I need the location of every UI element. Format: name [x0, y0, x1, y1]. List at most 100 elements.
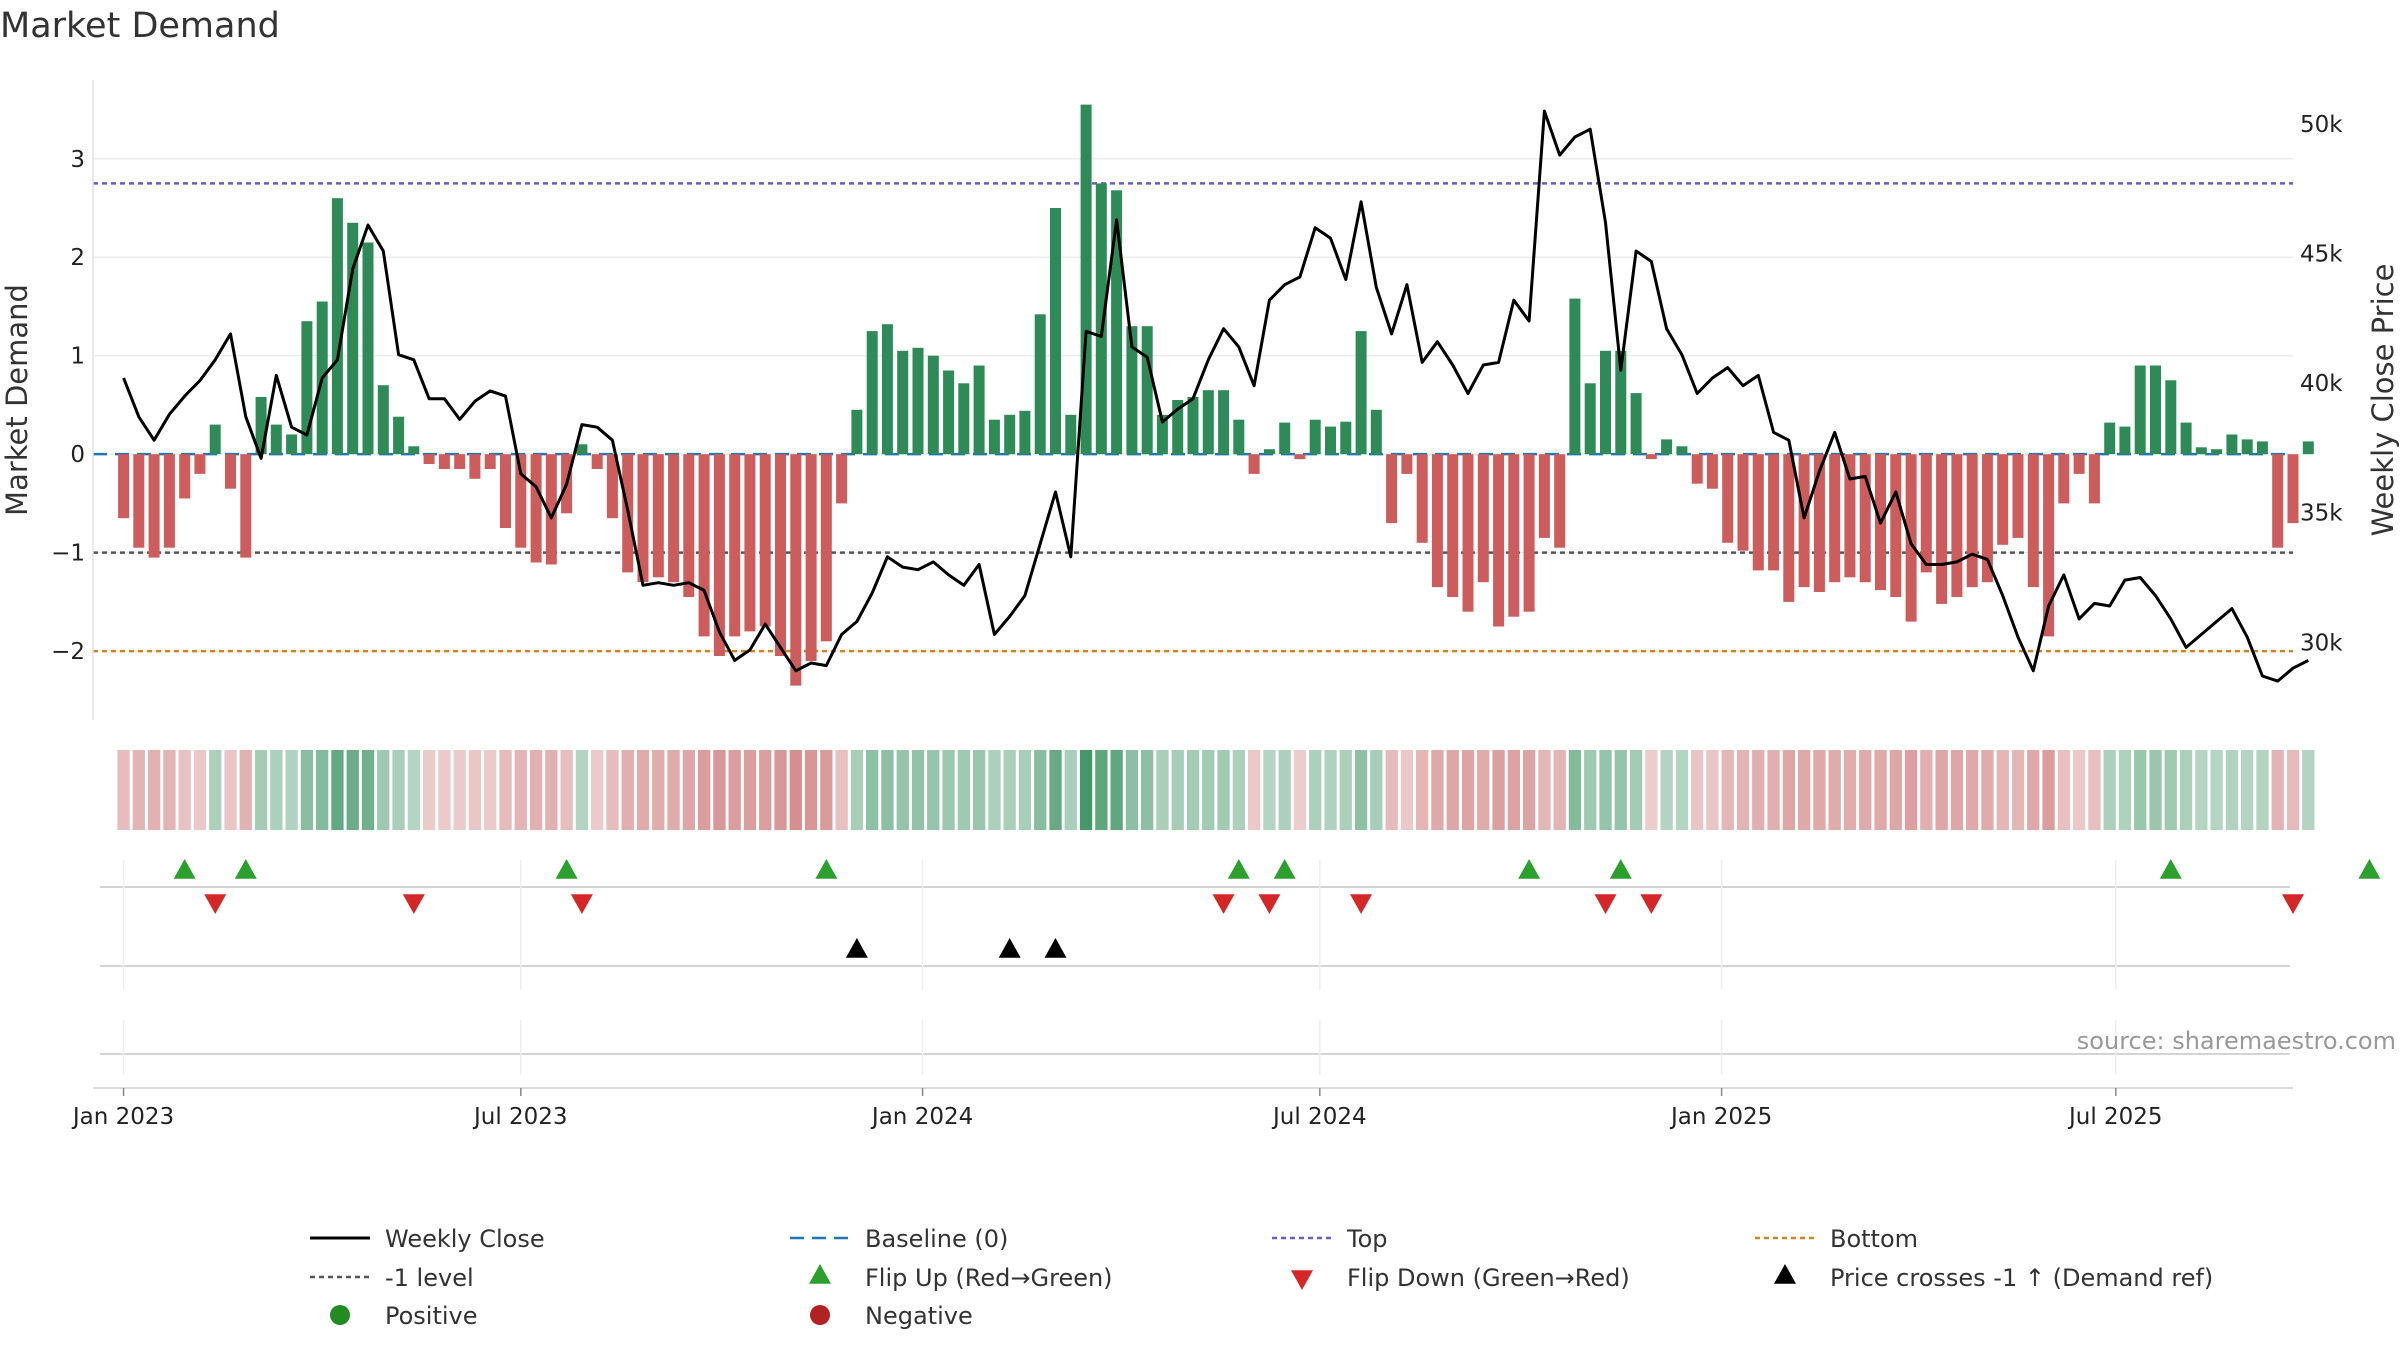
heat-strip-cell: [2225, 750, 2239, 830]
left-tick-label: 2: [70, 245, 85, 271]
heat-strip-cell: [2241, 750, 2254, 830]
flip-down-marker: [1350, 894, 1373, 914]
heat-strip-cell: [2271, 750, 2284, 830]
positive-demand-bar: [2211, 449, 2223, 455]
heat-strip-cell: [1767, 750, 1780, 830]
x-tick-label: Jul 2024: [1271, 1104, 1367, 1130]
price-cross-marker: [998, 938, 1021, 958]
heat-strip-cell: [346, 750, 359, 830]
negative-demand-bar: [515, 454, 527, 548]
negative-demand-bar: [1966, 454, 1978, 588]
negative-demand-bar: [1829, 454, 1841, 583]
heat-strip-cell: [713, 750, 726, 830]
negative-demand-bar: [1447, 454, 1459, 597]
heat-strip-cell: [1278, 750, 1291, 830]
legend-item-flip_down: Flip Down (Green→Red): [1347, 1264, 1630, 1292]
negative-demand-bar: [1737, 454, 1749, 551]
heat-strip-cell: [804, 750, 818, 830]
positive-demand-bar: [1569, 298, 1581, 455]
right-tick-label: 35k: [2300, 501, 2343, 527]
left-tick-label: 3: [70, 147, 85, 173]
heat-strip-cell: [529, 750, 543, 830]
heat-strip-cell: [973, 750, 986, 830]
negative-demand-bar: [163, 454, 175, 548]
heat-strip-cell: [728, 750, 741, 830]
positive-demand-bar: [1202, 390, 1214, 455]
heat-strip-cell: [1599, 750, 1612, 830]
price-cross-marker: [845, 938, 868, 958]
heat-strip-cell: [682, 750, 695, 830]
negative-demand-bar: [1477, 454, 1489, 583]
negative-demand-bar: [790, 454, 802, 686]
heat-strip-cell: [575, 750, 589, 830]
positive-demand-bar: [943, 370, 955, 455]
negative-demand-bar: [1691, 454, 1703, 484]
negative-demand-bar: [775, 454, 786, 656]
flip-up-marker: [815, 859, 838, 879]
positive-demand-bar: [1600, 350, 1611, 455]
negative-demand-bar: [423, 454, 435, 464]
legend-label: Price crosses -1 ↑ (Demand ref): [1830, 1264, 2213, 1292]
positive-demand-bar: [1370, 409, 1382, 455]
legend-swatch: [1774, 1264, 1796, 1284]
heat-strip-cell: [377, 750, 390, 830]
negative-demand-bar: [2027, 454, 2039, 588]
positive-demand-bar: [1141, 326, 1153, 455]
negative-demand-bar: [1645, 454, 1657, 460]
legend-label: Top: [1346, 1225, 1388, 1253]
heat-strip-cell: [1477, 750, 1490, 830]
heat-strip-cell: [1400, 750, 1414, 830]
positive-demand-bar: [1111, 190, 1123, 455]
negative-demand-bar: [179, 454, 191, 499]
heat-strip-cell: [1981, 750, 1994, 830]
positive-demand-bar: [2241, 439, 2253, 455]
heat-strip-cell: [1064, 750, 1077, 830]
legend-label: Flip Down (Green→Red): [1347, 1264, 1630, 1292]
x-tick-label: Jan 2023: [71, 1104, 174, 1130]
heat-strip-cell: [499, 750, 512, 830]
heat-strip-cell: [1232, 750, 1245, 830]
positive-demand-bar: [393, 416, 405, 455]
heat-strip-cell: [1935, 750, 1948, 830]
legend-item-price_cross: Price crosses -1 ↑ (Demand ref): [1830, 1264, 2213, 1292]
positive-demand-bar: [1004, 414, 1016, 455]
heat-strip-cell: [759, 750, 772, 830]
positive-demand-bar: [1019, 410, 1031, 455]
heat-strip-cell: [789, 750, 802, 830]
positive-demand-bar: [408, 446, 420, 455]
negative-demand-bar: [1920, 454, 1932, 573]
flip-up-marker: [1518, 859, 1541, 879]
positive-demand-bar: [1630, 393, 1642, 455]
negative-demand-bar: [1386, 454, 1398, 524]
heat-strip-cell: [423, 750, 436, 830]
legend-label: Bottom: [1830, 1225, 1918, 1253]
demand-bars: [118, 104, 2314, 686]
heat-strip-cell: [1416, 750, 1429, 830]
heat-strip-cell: [1706, 750, 1719, 830]
heat-strip-cell: [2011, 750, 2025, 830]
demand-heat-strip: [117, 750, 2315, 830]
right-tick-label: 50k: [2300, 112, 2343, 138]
negative-demand-bar: [2073, 454, 2085, 474]
positive-demand-bar: [1172, 400, 1184, 455]
heat-strip-cell: [2057, 750, 2070, 830]
heat-strip-cell: [652, 750, 665, 830]
legend-item-weekly_close: Weekly Close: [310, 1225, 545, 1253]
positive-demand-bar: [1676, 446, 1688, 455]
legend-item-positive: Positive: [330, 1302, 478, 1330]
heat-strip-cell: [1660, 750, 1673, 830]
negative-demand-bar: [2058, 454, 2070, 504]
heat-strip-cell: [1859, 750, 1872, 830]
negative-demand-bar: [1431, 454, 1443, 588]
heat-strip-cell: [2027, 750, 2040, 830]
heat-strip-cell: [866, 750, 879, 830]
negative-demand-bar: [148, 454, 160, 558]
negative-demand-bar: [1844, 454, 1856, 578]
flip-up-marker: [1273, 859, 1296, 879]
negative-demand-bar: [500, 454, 511, 528]
heat-strip-cell: [316, 750, 329, 830]
heat-strip-cell: [1752, 750, 1765, 830]
x-tick-label: Jul 2025: [2067, 1104, 2163, 1130]
heat-strip-cell: [621, 750, 634, 830]
positive-demand-bar: [988, 419, 1000, 455]
